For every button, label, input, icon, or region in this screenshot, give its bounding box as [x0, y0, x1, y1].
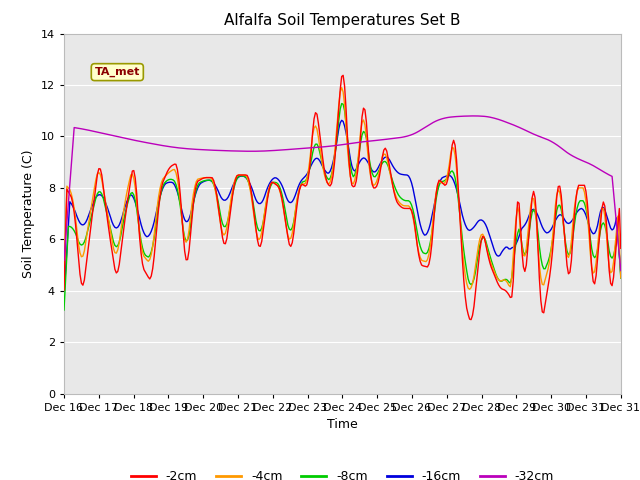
Legend: -2cm, -4cm, -8cm, -16cm, -32cm: -2cm, -4cm, -8cm, -16cm, -32cm [125, 465, 559, 480]
X-axis label: Time: Time [327, 418, 358, 431]
Text: TA_met: TA_met [95, 67, 140, 77]
Title: Alfalfa Soil Temperatures Set B: Alfalfa Soil Temperatures Set B [224, 13, 461, 28]
Y-axis label: Soil Temperature (C): Soil Temperature (C) [22, 149, 35, 278]
